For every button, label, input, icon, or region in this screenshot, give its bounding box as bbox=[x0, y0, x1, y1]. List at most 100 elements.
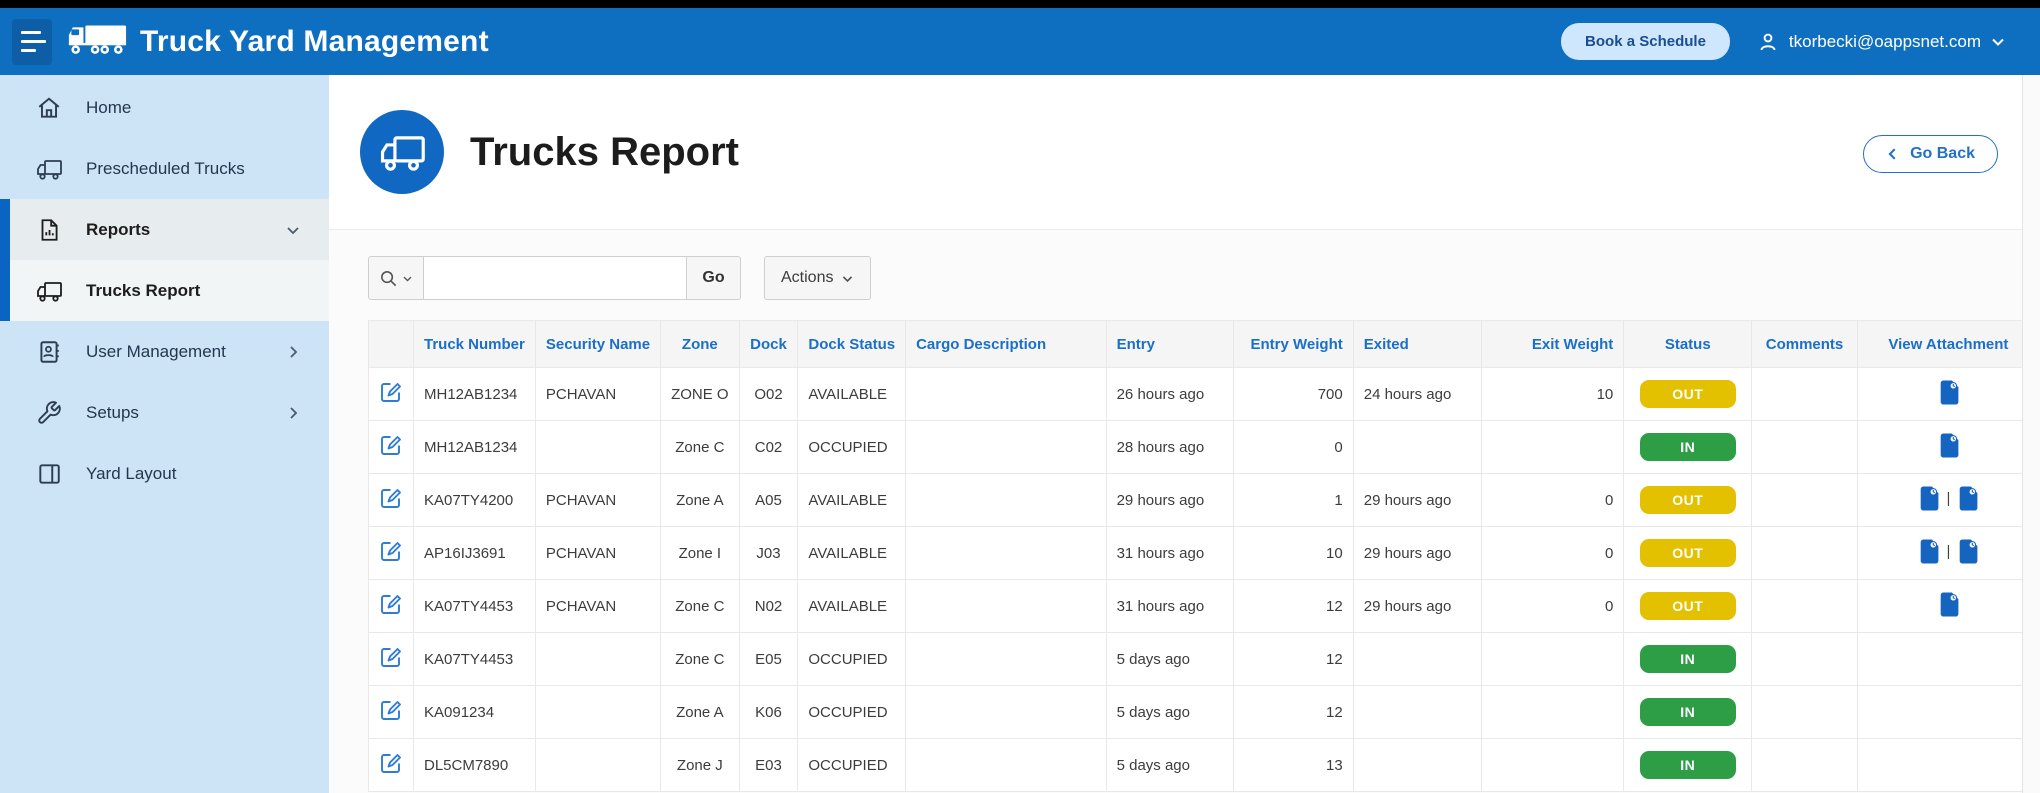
cell-cargo-description bbox=[905, 738, 1107, 792]
app-logo-truck-icon bbox=[66, 19, 128, 64]
edit-row-button[interactable] bbox=[379, 751, 403, 775]
cell-cargo-description bbox=[905, 685, 1107, 739]
cell-dock: E03 bbox=[738, 738, 799, 792]
contacts-icon bbox=[40, 340, 60, 363]
person-icon bbox=[1760, 33, 1776, 51]
cell-entry-weight: 13 bbox=[1232, 738, 1354, 792]
edit-row-button[interactable] bbox=[379, 486, 403, 510]
cell-view-attachment bbox=[1938, 432, 1959, 458]
cell-cargo-description bbox=[905, 367, 1107, 421]
edit-row-button[interactable] bbox=[379, 592, 403, 616]
cell-entry-weight: 1 bbox=[1232, 473, 1354, 527]
vertical-scrollbar[interactable] bbox=[2022, 75, 2040, 793]
edit-row-button[interactable] bbox=[379, 433, 403, 457]
cell-entry: 29 hours ago bbox=[1105, 473, 1234, 527]
book-a-schedule-button[interactable]: Book a Schedule bbox=[1561, 23, 1730, 60]
cell-entry: 31 hours ago bbox=[1105, 526, 1234, 580]
cell-zone: Zone C bbox=[660, 632, 740, 686]
cell-dock-status: OCCUPIED bbox=[797, 420, 907, 474]
go-back-button[interactable]: Go Back bbox=[1863, 135, 1998, 173]
account-menu[interactable]: tkorbecki@oappsnet.com bbox=[1756, 30, 2006, 54]
table-row: MH12AB1234 Zone C C02 OCCUPIED 28 hours … bbox=[368, 420, 2040, 474]
cell-comments bbox=[1751, 632, 1858, 686]
sidebar-item-setups[interactable]: Setups bbox=[0, 382, 329, 443]
cell-dock: N02 bbox=[738, 579, 799, 633]
cell-entry: 5 days ago bbox=[1105, 685, 1234, 739]
sidebar-item-label: Prescheduled Trucks bbox=[86, 158, 245, 178]
cell-dock: A05 bbox=[738, 473, 799, 527]
column-header-status: Status bbox=[1623, 320, 1753, 368]
app-header: Truck Yard Management Book a Schedule tk… bbox=[0, 8, 2040, 75]
sidebar-item-user-management[interactable]: User Management bbox=[0, 321, 329, 382]
column-header-entry: Entry bbox=[1105, 320, 1234, 368]
edit-row-button[interactable] bbox=[379, 380, 403, 404]
cell-comments bbox=[1751, 367, 1858, 421]
attachment-separator: | bbox=[1946, 489, 1951, 507]
edit-icon bbox=[381, 701, 401, 720]
chevron-right-icon bbox=[285, 405, 301, 421]
trucks-report-table: Truck Number Security Name Zone Dock Doc… bbox=[368, 320, 2040, 792]
attachment-file-icon[interactable] bbox=[1918, 485, 1939, 511]
edit-row-button[interactable] bbox=[379, 539, 403, 563]
cell-truck-number: DL5CM7890 bbox=[413, 738, 536, 792]
sidebar-item-trucks-report[interactable]: Trucks Report bbox=[10, 260, 329, 321]
search-options-button[interactable] bbox=[368, 256, 424, 300]
cell-security-name: PCHAVAN bbox=[534, 367, 662, 421]
sidebar-item-prescheduled-trucks[interactable]: Prescheduled Trucks bbox=[0, 138, 329, 199]
cell-truck-number: KA07TY4200 bbox=[413, 473, 536, 527]
status-badge: IN bbox=[1639, 751, 1736, 779]
cell-zone: Zone C bbox=[660, 579, 740, 633]
edit-row-button[interactable] bbox=[379, 645, 403, 669]
cell-cargo-description bbox=[905, 632, 1107, 686]
attachment-file-icon[interactable] bbox=[1938, 379, 1959, 405]
cell-dock-status: AVAILABLE bbox=[797, 367, 907, 421]
table-row: AP16IJ3691 PCHAVAN Zone I J03 AVAILABLE … bbox=[368, 526, 2040, 580]
column-header-exited: Exited bbox=[1352, 320, 1482, 368]
cell-entry: 26 hours ago bbox=[1105, 367, 1234, 421]
attachment-file-icon[interactable] bbox=[1957, 538, 1978, 564]
search-input[interactable] bbox=[424, 256, 687, 300]
sidebar-item-label: Reports bbox=[86, 219, 151, 239]
sidebar-item-label: Yard Layout bbox=[86, 463, 177, 483]
cell-exited: 24 hours ago bbox=[1352, 367, 1482, 421]
cell-zone: Zone A bbox=[660, 473, 740, 527]
cell-entry-weight: 0 bbox=[1232, 420, 1354, 474]
attachment-file-icon[interactable] bbox=[1957, 485, 1978, 511]
column-header-zone: Zone bbox=[660, 320, 740, 368]
attachment-file-icon[interactable] bbox=[1918, 538, 1939, 564]
cell-exit-weight: 0 bbox=[1480, 473, 1625, 527]
cell-dock-status: OCCUPIED bbox=[797, 632, 907, 686]
cell-exited: 29 hours ago bbox=[1352, 526, 1482, 580]
cell-exit-weight: 0 bbox=[1480, 579, 1625, 633]
sidebar-item-reports[interactable]: Reports bbox=[10, 199, 329, 260]
sidebar-item-label: Home bbox=[86, 97, 132, 117]
cell-exited bbox=[1352, 685, 1482, 739]
cell-zone: Zone C bbox=[660, 420, 740, 474]
page-title-band: Trucks Report Go Back bbox=[329, 75, 2040, 230]
cell-dock-status: AVAILABLE bbox=[797, 579, 907, 633]
sidebar-item-home[interactable]: Home bbox=[0, 77, 329, 138]
hamburger-menu-icon[interactable] bbox=[12, 18, 52, 65]
actions-button[interactable]: Actions bbox=[764, 256, 872, 300]
attachment-file-icon[interactable] bbox=[1938, 591, 1959, 617]
edit-icon bbox=[381, 754, 401, 773]
attachment-separator: | bbox=[1946, 542, 1951, 560]
attachment-file-icon[interactable] bbox=[1938, 432, 1959, 458]
report-toolbar: Go Actions bbox=[368, 256, 2040, 300]
cell-dock: K06 bbox=[738, 685, 799, 739]
go-back-label: Go Back bbox=[1910, 145, 1975, 162]
main-content: Trucks Report Go Back bbox=[329, 75, 2040, 793]
sidebar-item-label: Trucks Report bbox=[86, 280, 201, 300]
chevron-down-icon bbox=[403, 276, 412, 282]
go-button[interactable]: Go bbox=[687, 256, 741, 300]
edit-row-button[interactable] bbox=[379, 698, 403, 722]
cell-zone: Zone I bbox=[660, 526, 740, 580]
cell-entry-weight: 12 bbox=[1232, 632, 1354, 686]
wrench-icon bbox=[38, 400, 61, 424]
status-badge: OUT bbox=[1639, 486, 1736, 514]
sidebar-item-yard-layout[interactable]: Yard Layout bbox=[0, 443, 329, 504]
cell-view-attachment: | bbox=[1918, 485, 1978, 511]
cell-entry: 5 days ago bbox=[1105, 738, 1234, 792]
user-email: tkorbecki@oappsnet.com bbox=[1788, 31, 1981, 51]
status-badge: OUT bbox=[1639, 380, 1736, 408]
